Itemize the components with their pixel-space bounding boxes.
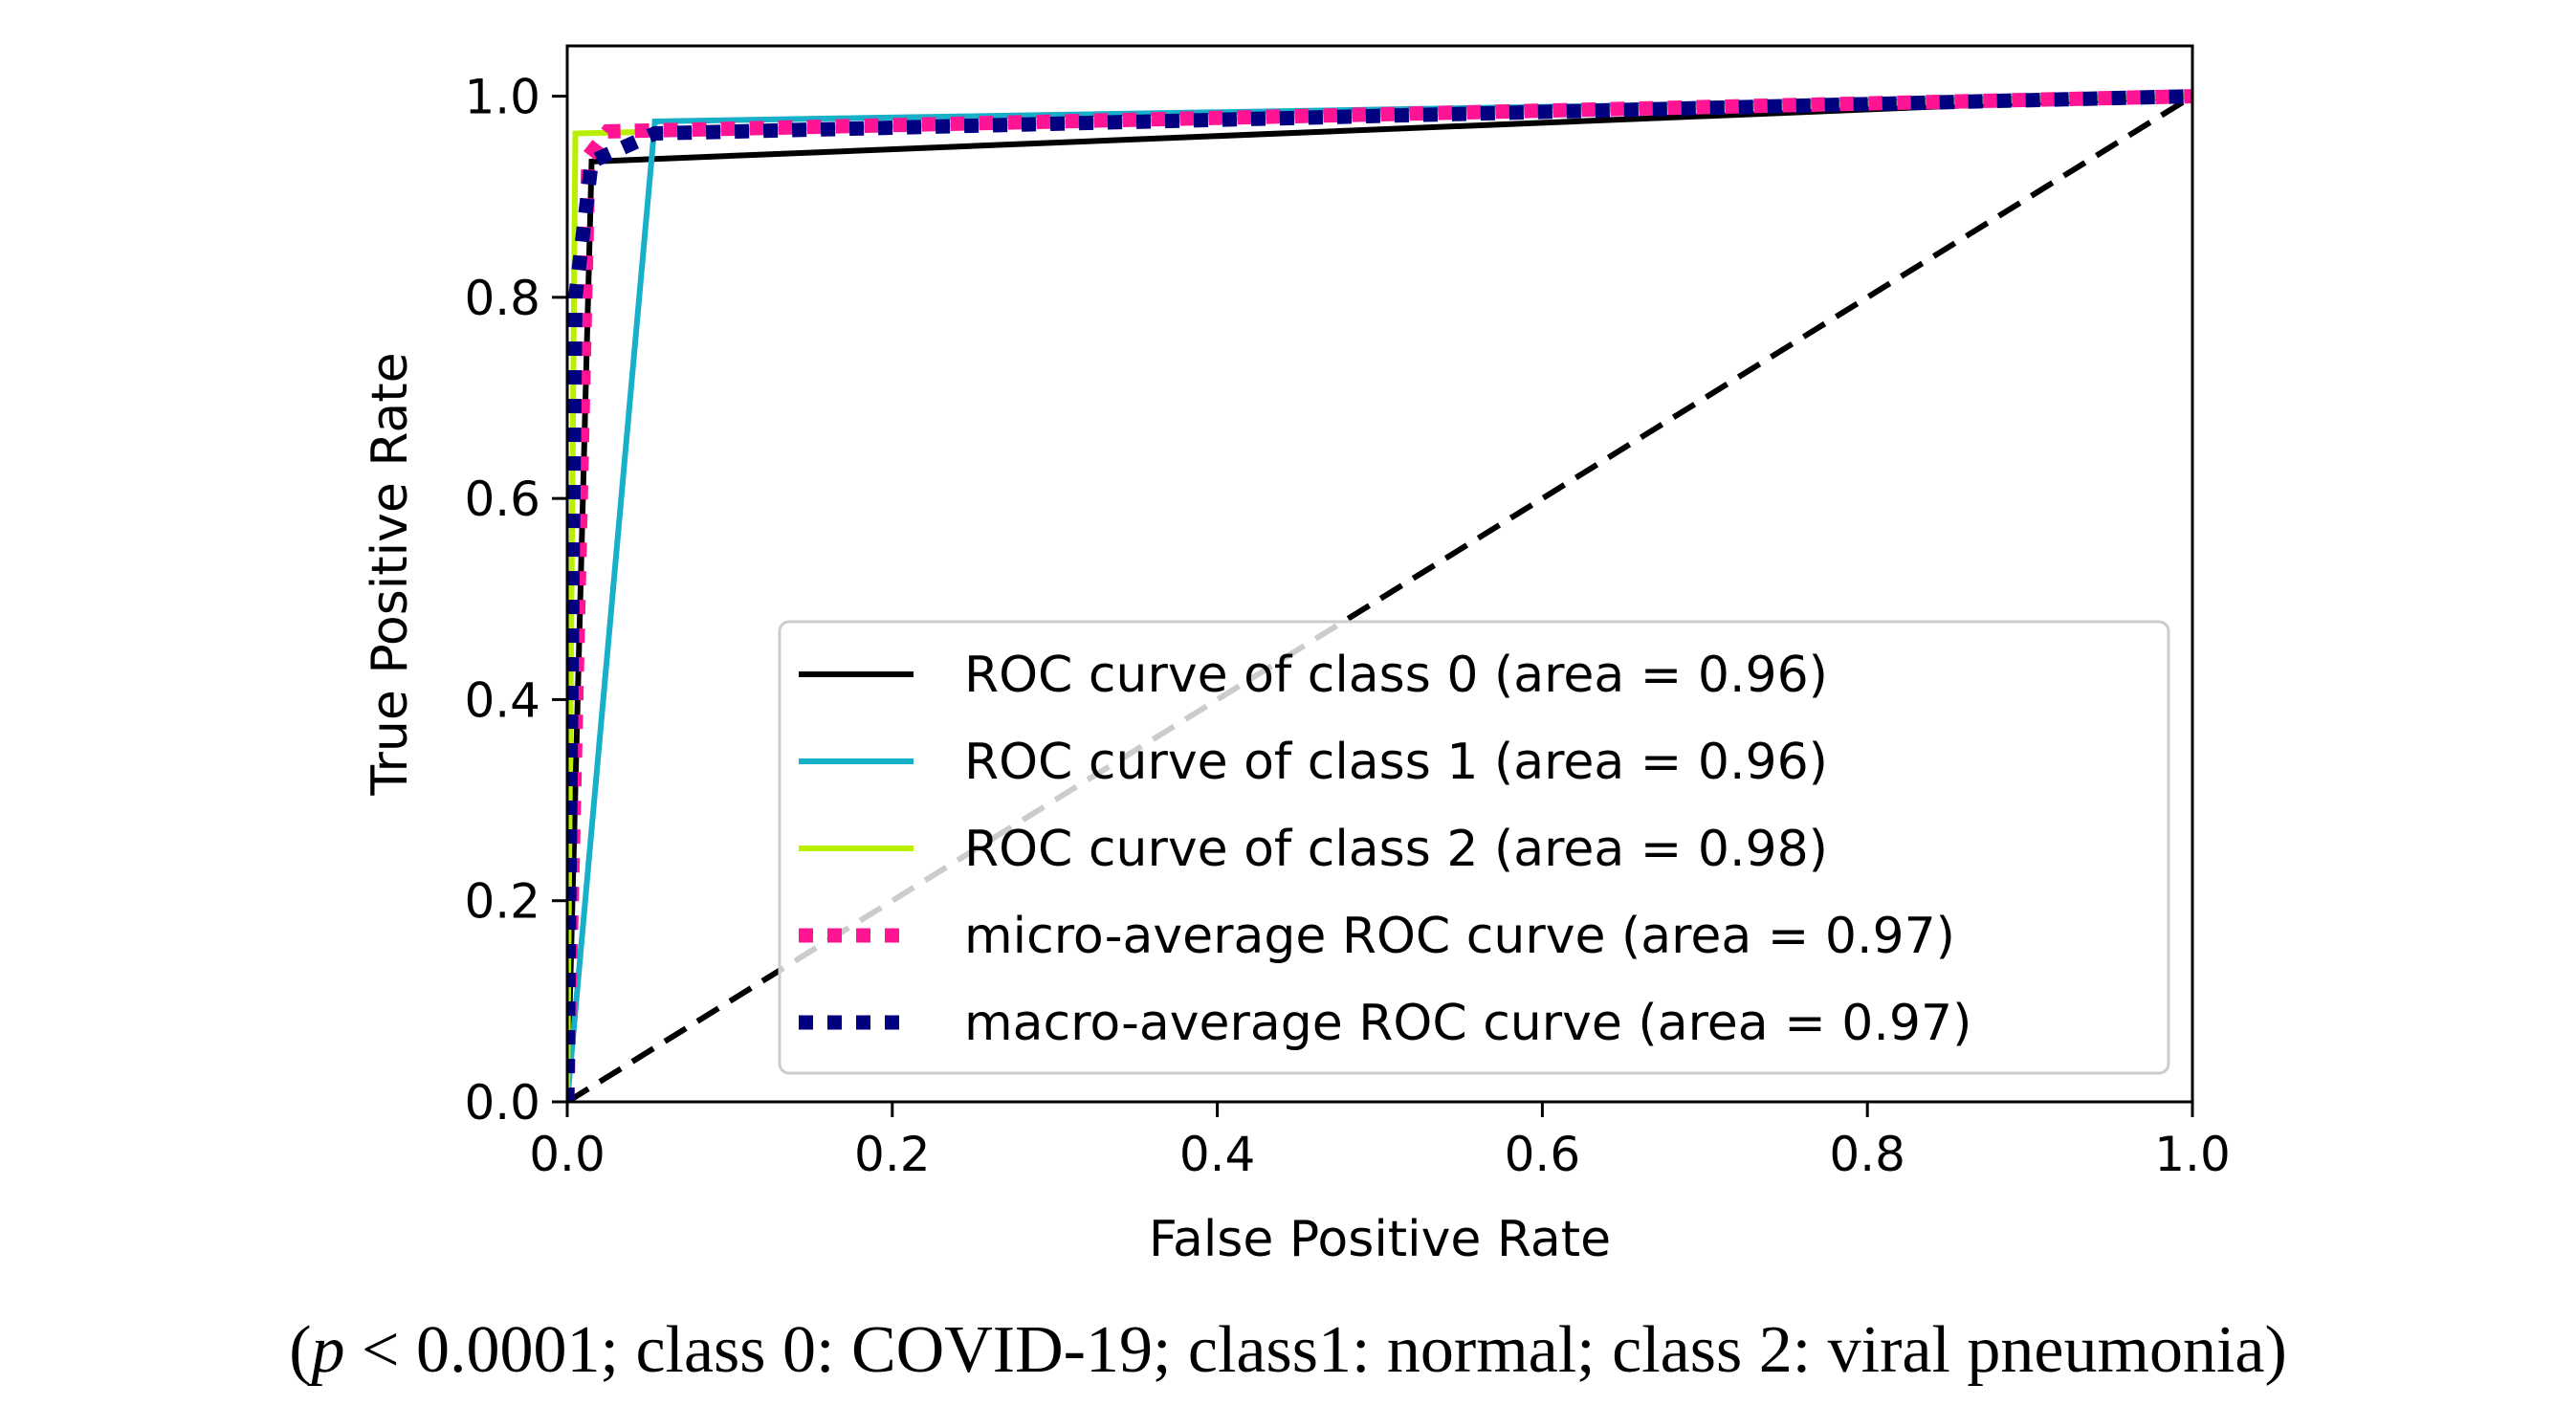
legend-label-3: micro-average ROC curve (area = 0.97) [964, 908, 1955, 965]
x-tick-label: 0.4 [1179, 1127, 1256, 1182]
caption-p-symbol: p [311, 1313, 345, 1387]
legend: ROC curve of class 0 (area = 0.96) ROC cu… [778, 620, 2170, 1075]
y-tick-label: 0.0 [464, 1075, 540, 1131]
plot-frame [565, 44, 2194, 1104]
y-tick-label: 0.2 [464, 874, 540, 930]
x-tick-label: 0.6 [1505, 1127, 1581, 1182]
y-tick-label: 0.8 [464, 271, 540, 326]
figure-caption: (p < 0.0001; class 0: COVID-19; class1: … [0, 1312, 2576, 1389]
x-tick-label: 0.0 [529, 1127, 605, 1182]
x-tick-label: 0.8 [1829, 1127, 1905, 1182]
legend-label-4: macro-average ROC curve (area = 0.97) [964, 995, 1971, 1052]
roc-chart: 0.0 0.2 0.4 0.6 0.8 1.0 0.0 0.2 0.4 0.6 0.8 1.0 Fal… [362, 44, 2231, 1268]
legend-label-1: ROC curve of class 1 (area = 0.96) [964, 734, 1828, 791]
series-line-4 [567, 89, 2192, 1102]
caption-text: < 0.0001; class 0: COVID-19; class1: nor… [344, 1313, 2287, 1387]
y-tick-label: 0.4 [464, 672, 540, 728]
y-tick-label: 1.0 [464, 70, 540, 125]
legend-label-0: ROC curve of class 0 (area = 0.96) [964, 647, 1828, 704]
x-tick-label: 1.0 [2154, 1127, 2231, 1182]
caption-open: ( [289, 1313, 312, 1387]
y-axis-label: True Positive Rate [362, 352, 419, 796]
series-line-0 [567, 93, 2192, 1102]
y-tick-label: 0.6 [464, 472, 540, 527]
legend-label-2: ROC curve of class 2 (area = 0.98) [964, 821, 1828, 878]
x-tick-label: 0.2 [854, 1127, 931, 1182]
x-axis-label: False Positive Rate [1149, 1211, 1611, 1268]
legend-box [778, 620, 2170, 1075]
